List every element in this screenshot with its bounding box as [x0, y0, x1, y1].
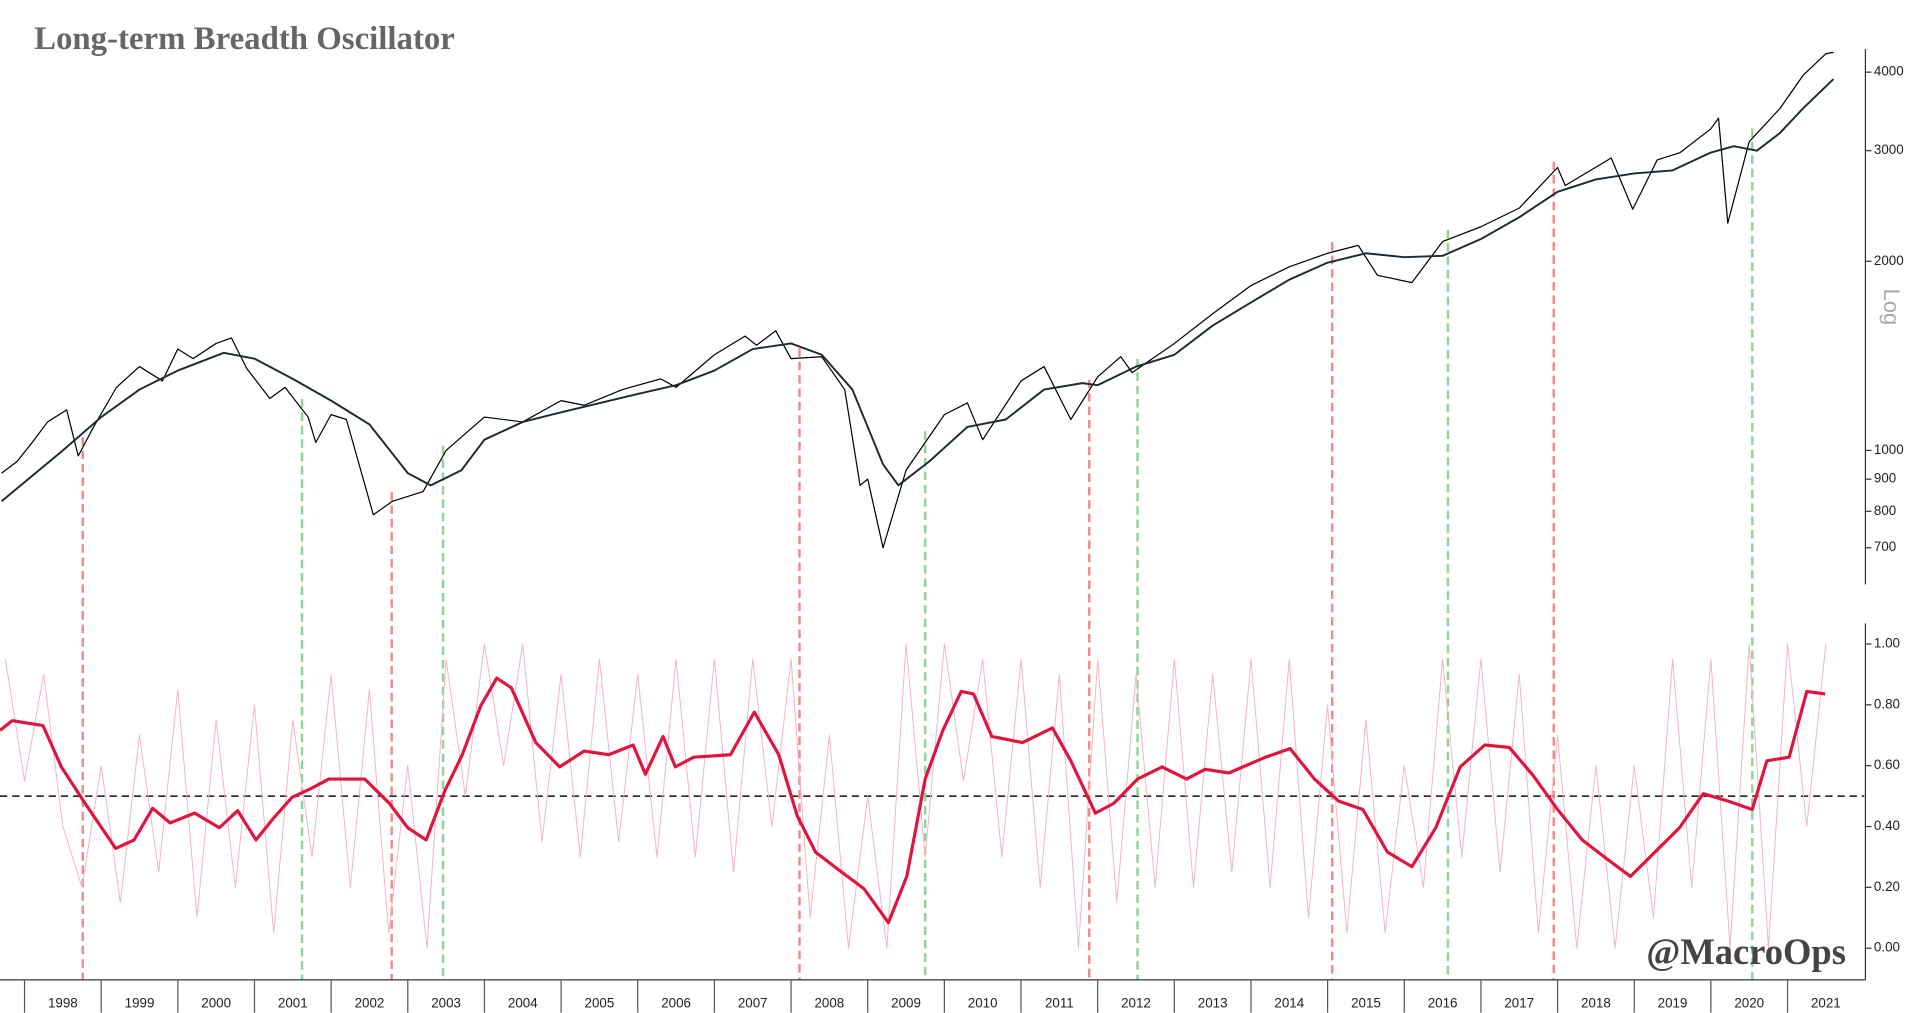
x-tick-label: 2003 — [431, 996, 461, 1011]
y-tick-label: 0.20 — [1874, 879, 1900, 894]
line-series — [0, 78, 1835, 503]
x-tick-label: 2005 — [585, 996, 615, 1011]
y-tick-label: 0.00 — [1874, 940, 1900, 955]
x-tick-label: 2010 — [968, 996, 998, 1011]
y-tick-label: 2000 — [1874, 253, 1904, 268]
line-series — [0, 676, 1826, 925]
x-tick-label: 2004 — [508, 996, 538, 1011]
x-tick-label: 2019 — [1658, 996, 1688, 1011]
x-tick-label: 2016 — [1428, 996, 1458, 1011]
y-axis-label: Log — [1879, 289, 1904, 326]
x-tick-label: 2018 — [1581, 996, 1611, 1011]
y-tick-label: 1000 — [1874, 442, 1904, 457]
x-tick-label: 2021 — [1811, 996, 1841, 1011]
line-series — [1, 51, 1834, 549]
x-tick-label: 1998 — [48, 996, 78, 1011]
x-tick-label: 2008 — [814, 996, 844, 1011]
x-tick-label: 2009 — [891, 996, 921, 1011]
y-tick-label: 1.00 — [1874, 636, 1900, 651]
watermark: @MacroOps — [1646, 931, 1846, 972]
x-tick-label: 2017 — [1504, 996, 1534, 1011]
x-tick-label: 2012 — [1121, 996, 1151, 1011]
x-tick-label: 2013 — [1198, 996, 1228, 1011]
x-tick-label: 2001 — [278, 996, 308, 1011]
x-tick-label: 2000 — [201, 996, 231, 1011]
y-tick-label: 4000 — [1874, 64, 1904, 79]
x-tick-label: 2014 — [1274, 996, 1304, 1011]
x-tick-label: 2015 — [1351, 996, 1381, 1011]
x-tick-label: 2020 — [1734, 996, 1764, 1011]
y-tick-label: 0.80 — [1874, 696, 1900, 711]
x-tick-label: 2011 — [1045, 996, 1074, 1011]
y-tick-label: 0.60 — [1874, 757, 1900, 772]
x-tick-label: 2007 — [738, 996, 768, 1011]
y-tick-label: 800 — [1874, 503, 1896, 518]
line-series — [4, 643, 1827, 949]
y-tick-label: 0.40 — [1874, 818, 1900, 833]
x-tick-label: 1999 — [125, 996, 155, 1011]
y-tick-label: 3000 — [1874, 142, 1904, 157]
chart-title: Long-term Breadth Oscillator — [34, 21, 455, 57]
x-tick-label: 2002 — [355, 996, 385, 1011]
y-tick-label: 900 — [1874, 471, 1896, 486]
x-tick-label: 2006 — [661, 996, 691, 1011]
y-tick-label: 700 — [1874, 539, 1896, 554]
